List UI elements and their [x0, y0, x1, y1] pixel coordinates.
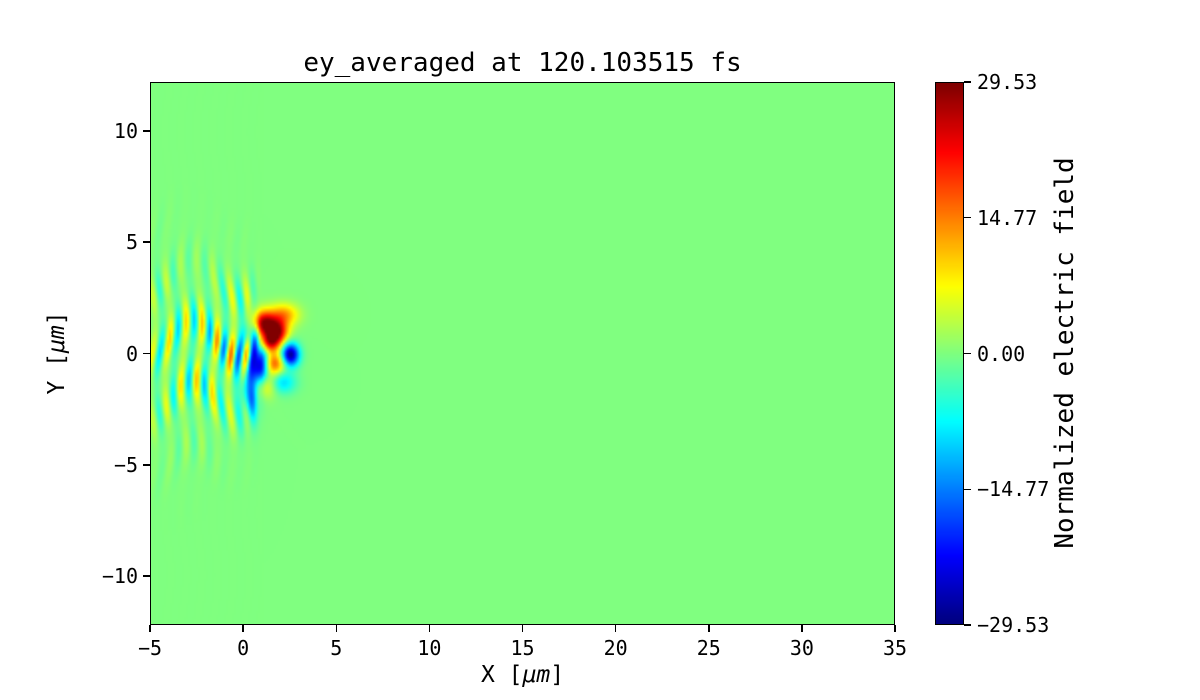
x-tick-mark — [894, 625, 896, 632]
y-axis-label: Y [μm] — [44, 311, 70, 394]
x-tick-mark — [614, 625, 617, 632]
y-axis-label-post: ] — [44, 311, 70, 326]
x-tick-label: −5 — [137, 636, 163, 660]
y-tick-label: −5 — [113, 452, 138, 477]
y-tick-mark — [143, 575, 150, 577]
y-tick-label: 5 — [125, 230, 138, 255]
x-tick-label: 10 — [417, 636, 442, 660]
y-tick-mark — [143, 464, 150, 466]
y-tick-label: 10 — [113, 118, 138, 143]
x-tick-label: 0 — [237, 636, 250, 660]
plot-area — [150, 82, 895, 625]
colorbar-tick-mark — [964, 488, 971, 491]
x-tick-mark — [708, 625, 710, 632]
colorbar-tick-label: 29.53 — [977, 70, 1038, 94]
x-axis-label-pre: X [ — [480, 662, 523, 688]
x-tick-label: 5 — [330, 636, 343, 660]
y-tick-mark — [143, 352, 150, 355]
x-tick-label: 25 — [696, 636, 721, 660]
x-tick-mark — [801, 625, 803, 632]
x-tick-mark — [428, 625, 431, 632]
y-tick-mark — [143, 241, 150, 243]
colorbar-tick-label: −14.77 — [977, 477, 1050, 502]
colorbar — [935, 82, 964, 625]
x-axis-label-unit: μm — [522, 662, 551, 688]
x-tick-mark — [149, 625, 151, 632]
x-tick-label: 35 — [882, 636, 908, 660]
colorbar-tick-mark — [964, 624, 971, 626]
heatmap-canvas — [151, 83, 894, 624]
x-tick-mark — [521, 625, 524, 632]
y-axis-label-pre: Y [ — [44, 353, 70, 395]
colorbar-tick-mark — [964, 81, 971, 83]
x-tick-label: 15 — [510, 636, 535, 660]
x-tick-label: 20 — [603, 636, 628, 660]
x-tick-mark — [242, 625, 244, 632]
colorbar-tick-mark — [964, 216, 971, 219]
colorbar-tick-label: 0.00 — [977, 341, 1026, 366]
y-tick-label: 0 — [125, 341, 138, 366]
x-axis-label-post: ] — [550, 662, 565, 688]
y-tick-label: −10 — [101, 564, 138, 589]
y-axis-label-unit: μm — [44, 325, 70, 354]
chart-title: ey_averaged at 120.103515 fs — [303, 48, 742, 78]
colorbar-tick-label: 14.77 — [977, 205, 1038, 230]
colorbar-tick-mark — [964, 352, 971, 355]
colorbar-tick-label: −29.53 — [977, 613, 1050, 637]
colorbar-gradient-canvas — [936, 83, 963, 624]
y-tick-mark — [143, 130, 150, 132]
colorbar-label: Normalized electric field — [1050, 157, 1080, 549]
x-axis-label: X [μm] — [150, 662, 895, 688]
x-tick-mark — [335, 625, 337, 632]
x-tick-label: 30 — [789, 636, 814, 660]
